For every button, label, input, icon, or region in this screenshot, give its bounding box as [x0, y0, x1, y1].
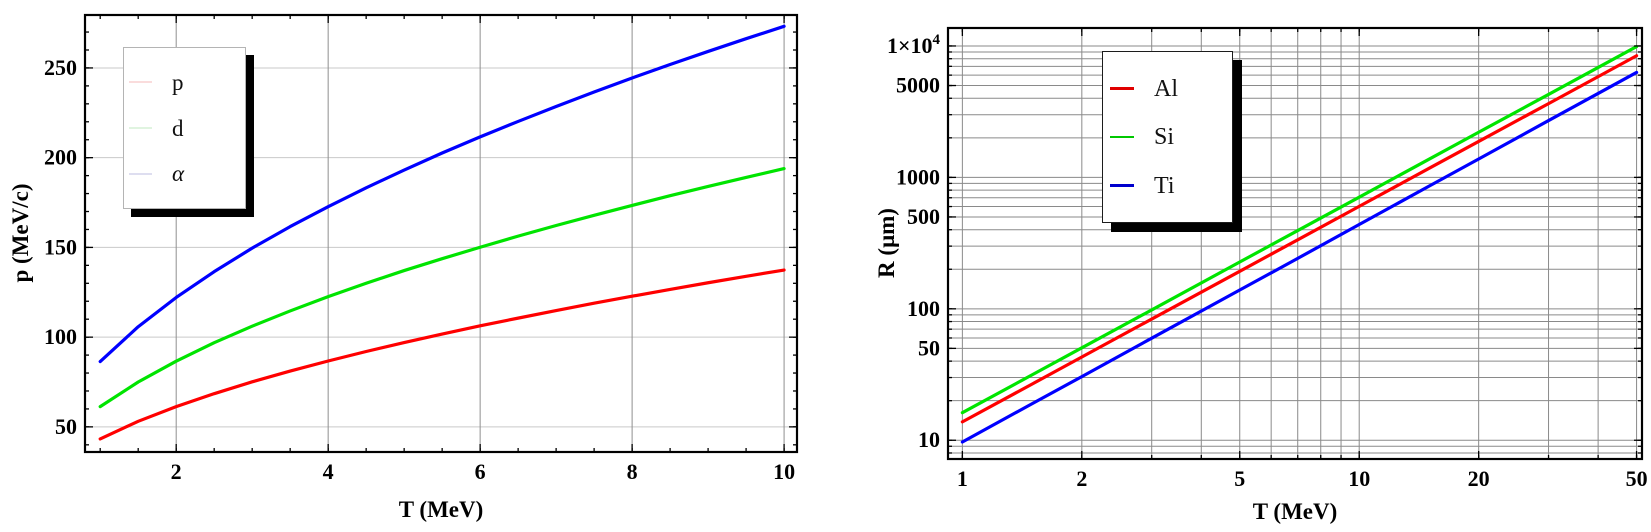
- right-y-axis-label: R (μm): [874, 208, 899, 278]
- svg-text:50: 50: [55, 414, 77, 439]
- svg-text:50: 50: [918, 335, 940, 360]
- left-plot-legend: p d α: [123, 47, 246, 209]
- legend-item-label: α: [172, 161, 185, 187]
- svg-text:2: 2: [171, 459, 182, 484]
- svg-text:5: 5: [1234, 466, 1245, 491]
- svg-text:50: 50: [1626, 466, 1648, 491]
- legend-item-label: Al: [1154, 75, 1178, 102]
- svg-text:2: 2: [1076, 466, 1087, 491]
- legend-line-swatch: [1110, 135, 1134, 139]
- right-chart-svg: 1 2 5 10 20 50 10 50 100 500 1000 5000 1×104: [887, 26, 1648, 491]
- left-x-axis-label: T (MeV): [398, 497, 484, 522]
- legend-item-label: d: [172, 115, 184, 141]
- tick-marks: [85, 15, 797, 452]
- series-curve-α: [98, 24, 786, 364]
- svg-text:5000: 5000: [896, 73, 940, 98]
- legend-item: α: [124, 162, 245, 185]
- legend-line-swatch: [1110, 184, 1134, 187]
- legend-line-swatch: [1110, 87, 1134, 90]
- svg-text:4: 4: [323, 459, 334, 484]
- right-plot-legend: Al Si Ti: [1102, 51, 1233, 223]
- legend-item: Si: [1103, 125, 1232, 149]
- series-curve-Si: [960, 44, 1639, 415]
- legend-item: Al: [1103, 77, 1232, 101]
- legend-item-label: Ti: [1154, 172, 1175, 199]
- legend-item: d: [124, 117, 245, 140]
- svg-text:10: 10: [1348, 466, 1370, 491]
- plot-frame: [946, 26, 1644, 461]
- series-curve-d: [98, 167, 786, 409]
- series-curve-Al: [960, 54, 1639, 424]
- tick-labels: 1 2 5 10 20 50 10 50 100 500 1000 5000 1×104: [887, 32, 1648, 491]
- legend-item-label: Si: [1154, 124, 1175, 150]
- svg-text:20: 20: [1468, 466, 1490, 491]
- series-curves: [98, 24, 786, 441]
- svg-text:500: 500: [907, 204, 940, 229]
- legend-item: p: [124, 71, 245, 94]
- legend-line-swatch: [129, 172, 152, 175]
- svg-text:100: 100: [907, 296, 940, 321]
- series-curve-p: [98, 268, 786, 441]
- legend-item-label: p: [172, 69, 184, 95]
- legend-line-swatch: [129, 81, 152, 84]
- svg-text:10: 10: [773, 459, 795, 484]
- svg-text:100: 100: [44, 324, 77, 349]
- left-y-axis-label: p (MeV/c): [8, 183, 33, 283]
- gridlines: [948, 28, 1642, 459]
- svg-text:10: 10: [918, 427, 940, 452]
- tick-labels: 2 4 6 8 10 50 100 150 200 250: [44, 55, 795, 484]
- series-curves: [960, 44, 1639, 444]
- svg-text:1: 1: [957, 466, 968, 491]
- svg-text:8: 8: [627, 459, 638, 484]
- right-x-axis-label: T (MeV): [1252, 499, 1338, 524]
- series-curve-Ti: [960, 70, 1639, 444]
- legend-line-swatch: [129, 127, 152, 129]
- svg-text:6: 6: [475, 459, 486, 484]
- svg-text:1000: 1000: [896, 164, 940, 189]
- legend-item: Ti: [1103, 174, 1232, 198]
- svg-text:150: 150: [44, 234, 77, 259]
- plot-frame: [83, 13, 799, 454]
- svg-text:200: 200: [44, 145, 77, 170]
- svg-text:250: 250: [44, 55, 77, 80]
- svg-text:1×104: 1×104: [887, 32, 941, 58]
- tick-marks: [948, 28, 1642, 459]
